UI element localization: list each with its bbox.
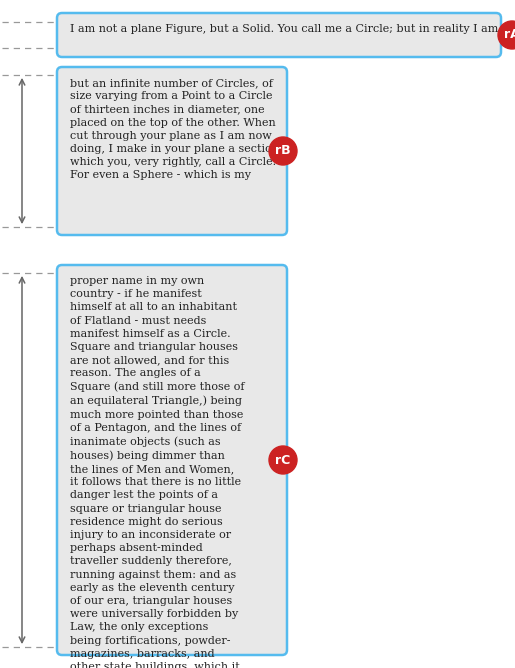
Text: I am not a plane Figure, but a Solid. You call me a Circle; but in reality I am : I am not a plane Figure, but a Solid. Yo… (70, 24, 515, 34)
Circle shape (269, 137, 297, 165)
Circle shape (269, 446, 297, 474)
Text: rB: rB (275, 144, 291, 158)
Text: but an infinite number of Circles, of
size varying from a Point to a Circle
of t: but an infinite number of Circles, of si… (70, 78, 279, 180)
Circle shape (498, 21, 515, 49)
FancyBboxPatch shape (57, 13, 501, 57)
FancyBboxPatch shape (57, 265, 287, 655)
FancyBboxPatch shape (57, 67, 287, 235)
Text: proper name in my own
country - if he manifest
himself at all to an inhabitant
o: proper name in my own country - if he ma… (70, 276, 245, 668)
Text: rA: rA (504, 29, 515, 41)
Text: rC: rC (276, 454, 290, 466)
